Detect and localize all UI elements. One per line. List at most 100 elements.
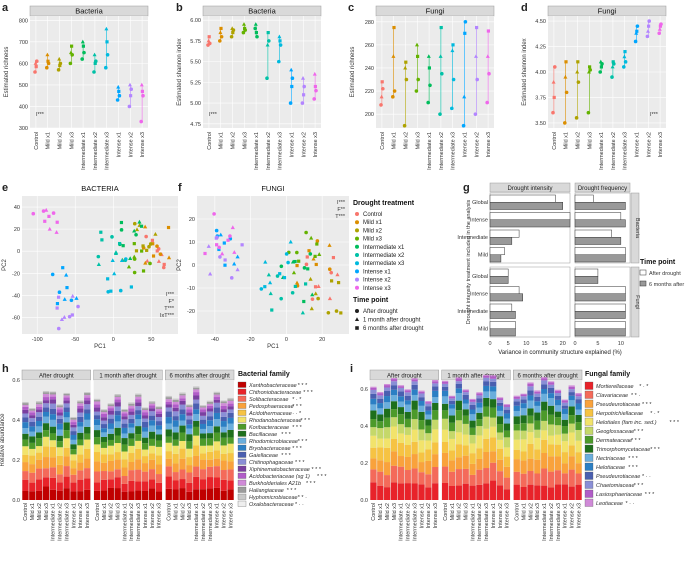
bar: [574, 321, 626, 329]
bar-segment: [575, 399, 582, 404]
plot-area: [30, 16, 148, 128]
bar-segment: [186, 482, 193, 492]
data-point: [203, 251, 207, 256]
bar-segment: [107, 402, 114, 404]
bar-segment: [469, 443, 476, 454]
bar-segment: [384, 475, 391, 488]
bar-segment: [404, 400, 411, 405]
bar-segment: [370, 398, 377, 405]
legend-label: 1 month after drought: [363, 318, 421, 324]
bar-segment: [469, 453, 476, 464]
bar-segment: [29, 418, 36, 423]
data-point: [310, 297, 315, 301]
bar-segment: [84, 400, 91, 405]
data-point: [105, 40, 109, 44]
bar-segment: [397, 387, 405, 392]
bar-segment: [476, 402, 483, 408]
bar-segment: [155, 429, 163, 435]
bar-segment: [121, 438, 128, 445]
data-point: [475, 77, 480, 82]
bar-segment: [148, 420, 156, 426]
bar-segment: [179, 440, 186, 449]
bar-segment: [469, 400, 476, 402]
legend-label: Rhodomicrobiaceae: [249, 439, 298, 445]
bar-segment: [172, 399, 179, 402]
bar-segment: [93, 490, 101, 500]
bar-segment: [148, 402, 156, 404]
x-axis-label: PC1: [94, 344, 106, 350]
x-axis-label: PC1: [267, 344, 279, 350]
legend-label: Intense x3: [363, 286, 391, 292]
legend-label: 6 months after drought: [649, 282, 685, 288]
y-axis-label: PC2: [2, 259, 8, 271]
bar-segment: [165, 429, 172, 437]
bar-segment: [114, 469, 121, 478]
bar-segment: [425, 419, 432, 426]
bar-segment: [199, 433, 207, 439]
data-point: [311, 256, 316, 261]
data-point: [266, 30, 270, 35]
bar-segment: [148, 488, 156, 500]
x-tick: 20: [319, 337, 325, 343]
bar-segment: [547, 405, 555, 415]
data-point: [288, 239, 293, 244]
bar-segment: [42, 436, 50, 447]
bar-segment: [384, 402, 391, 409]
x-tick: Intermediate x1: [599, 132, 605, 170]
bar-segment: [390, 417, 398, 427]
data-point: [253, 26, 257, 31]
panel-label: f: [178, 182, 182, 194]
data-point: [33, 70, 37, 74]
data-point: [230, 225, 235, 230]
data-point: [610, 75, 614, 79]
data-point: [104, 26, 109, 31]
bar-segment: [441, 466, 449, 483]
bar-segment: [179, 479, 186, 489]
bar-segment: [142, 406, 149, 408]
bar-segment: [384, 385, 391, 388]
data-point: [145, 248, 149, 252]
bar-segment: [49, 489, 57, 500]
bar-segment: [496, 439, 504, 449]
bar-segment: [547, 398, 555, 406]
row-label: Mild: [478, 326, 488, 332]
bar-segment: [541, 389, 548, 394]
bar-segment: [220, 409, 227, 413]
bar-segment: [503, 456, 511, 467]
bar: [574, 247, 626, 255]
data-point: [150, 238, 155, 242]
bar-segment: [199, 453, 207, 460]
bar-segment: [179, 469, 186, 480]
data-point: [381, 86, 385, 91]
bar-segment: [36, 490, 43, 500]
bar-segment: [114, 402, 121, 407]
data-point: [553, 65, 557, 69]
legend-swatch: [237, 416, 247, 423]
data-point: [139, 119, 143, 124]
bar-segment: [70, 434, 77, 440]
data-point: [316, 296, 320, 301]
bar: [489, 303, 513, 312]
data-point: [127, 104, 132, 109]
bar-segment: [155, 482, 163, 492]
bar-segment: [29, 472, 36, 483]
x-tick: Control: [443, 503, 449, 521]
bar-segment: [476, 398, 483, 403]
bar-segment: [193, 403, 200, 410]
bar-segment: [220, 445, 227, 454]
x-tick: Intense x1: [563, 503, 569, 528]
bar-segment: [469, 398, 476, 401]
data-point: [43, 219, 47, 223]
bar-segment: [199, 407, 207, 410]
bar-segment: [455, 485, 462, 500]
bar-segment: [199, 404, 207, 406]
data-point: [208, 41, 212, 46]
bar-segment: [213, 394, 220, 398]
bar-segment: [56, 441, 63, 448]
data-point: [129, 285, 133, 289]
bar-segment: [36, 468, 43, 480]
bar-segment: [36, 404, 43, 407]
bar-segment: [483, 397, 490, 407]
strip-title: 1 month after drought: [447, 374, 505, 380]
y-tick: 10: [189, 240, 195, 246]
